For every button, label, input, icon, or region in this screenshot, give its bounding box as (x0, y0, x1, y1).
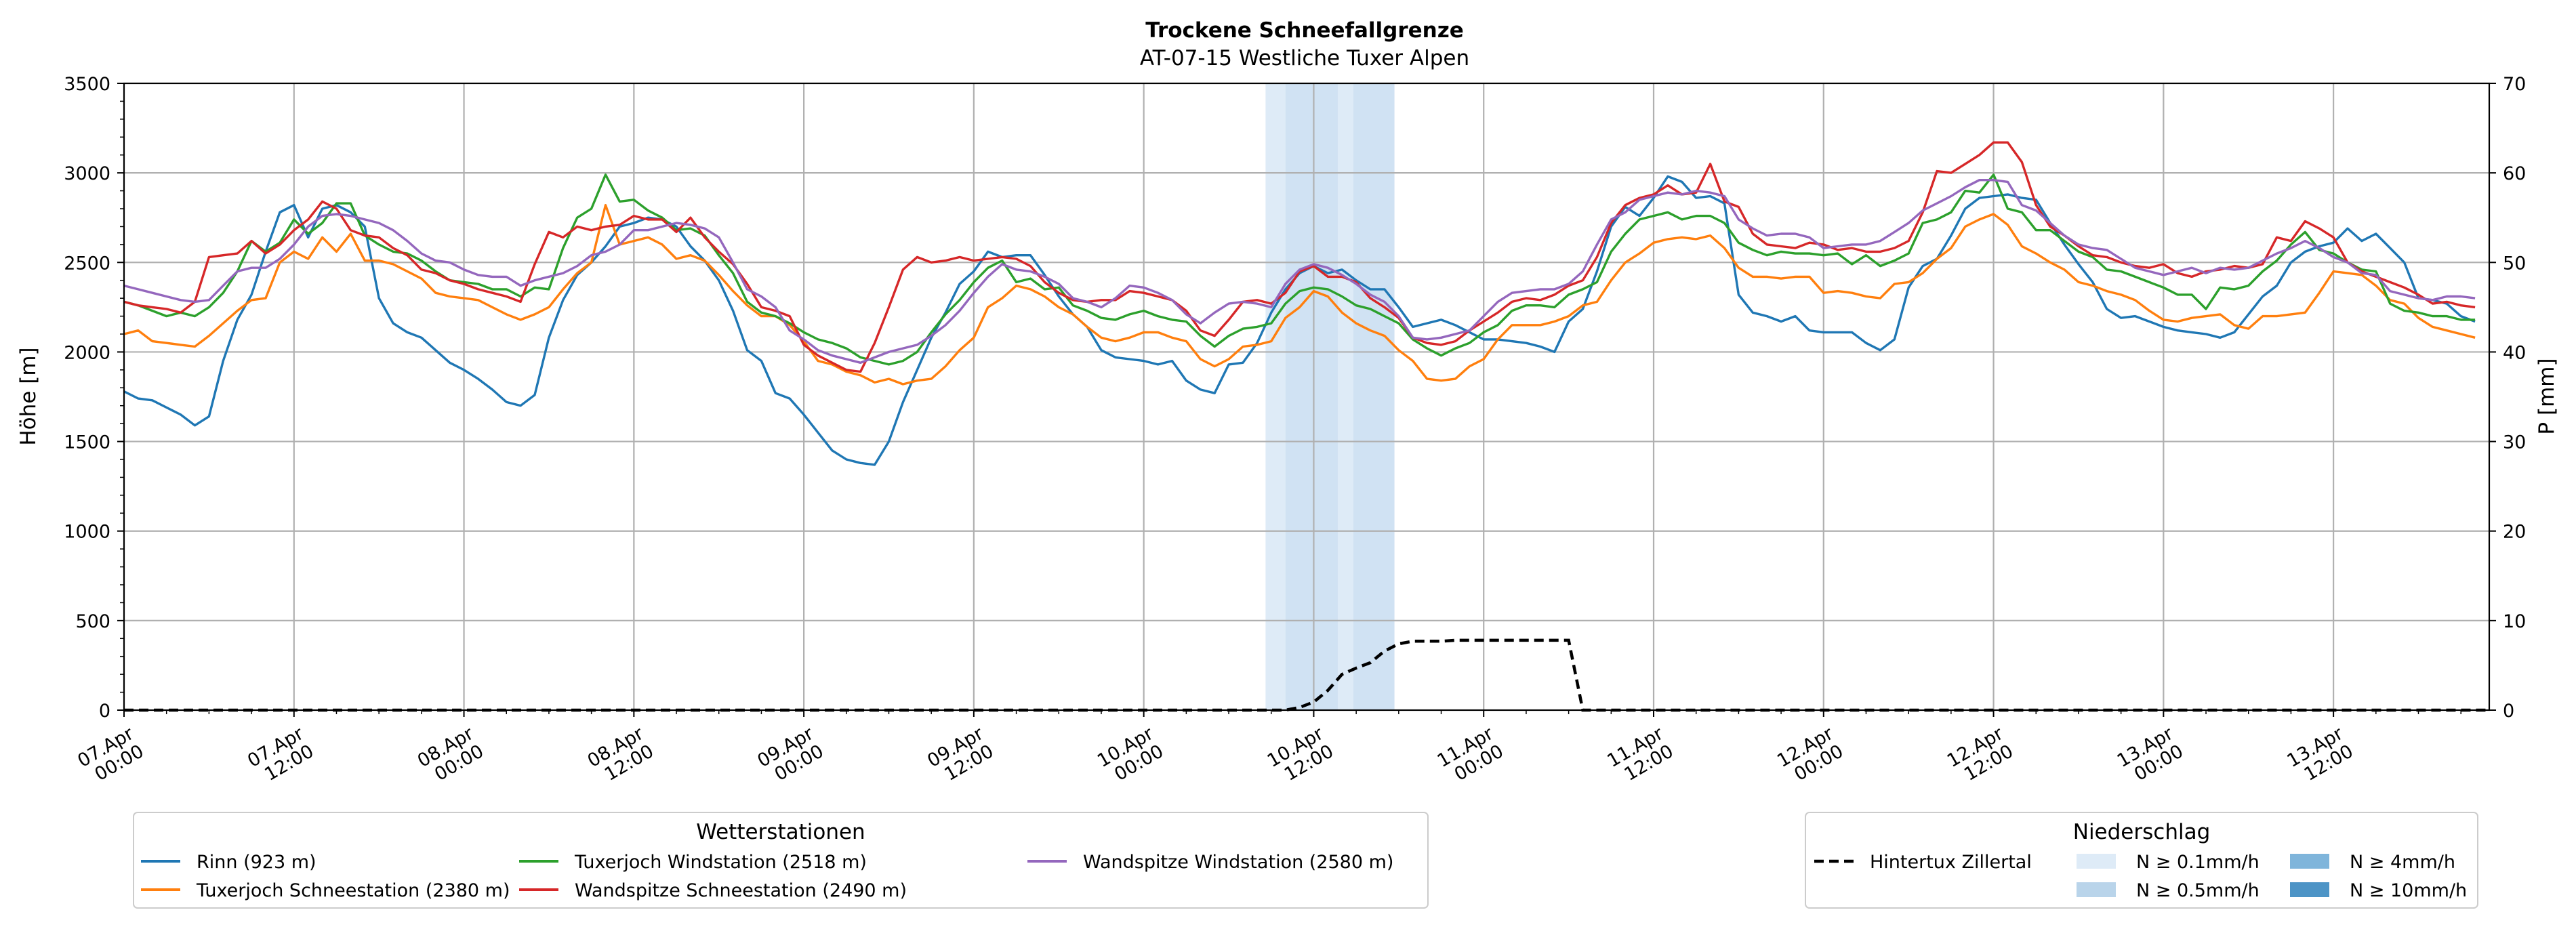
x-tick-label-2: 08.Apr00:00 (414, 723, 488, 789)
y-axis-label: Höhe [m] (16, 347, 41, 445)
series-line-1 (123, 204, 2476, 386)
series-line-3 (123, 141, 2476, 373)
precip-band-1 (1285, 83, 1338, 710)
legend-label-n05: N ≥ 0.5mm/h (2136, 880, 2260, 901)
legend-stations-frame (133, 812, 1429, 909)
x-axis: 07.Apr00:00 07.Apr12:00 08.Apr00:00 08.Apr1… (74, 710, 2461, 789)
legend-label-tuxerjoch-schneestation: Tuxerjoch Schneestation (2380 m) (196, 880, 510, 901)
x-tick-label-9: 11.Apr12:00 (1603, 723, 1677, 789)
station-series (123, 141, 2476, 466)
x-tick-label-3: 08.Apr12:00 (584, 723, 658, 789)
y-tick-label-4: 2000 (64, 342, 110, 363)
precip-band-3 (1353, 83, 1395, 710)
legend-stations-title: Wetterstationen (696, 820, 865, 844)
legend-label-tuxerjoch-windstation: Tuxerjoch Windstation (2518 m) (574, 852, 867, 873)
y-tick-label-6: 3000 (64, 163, 110, 184)
x-tick-label-12: 13.Apr00:00 (2114, 723, 2188, 789)
precipitation-bands (1265, 83, 1395, 710)
precipitation-series (124, 638, 2489, 712)
legend-precip-title: Niederschlag (2073, 820, 2211, 844)
y2-tick-label-2: 20 (2503, 522, 2526, 543)
legend-label-n10: N ≥ 10mm/h (2350, 880, 2467, 901)
legend-swatch-n4 (2290, 854, 2329, 869)
series-line-4 (123, 179, 2476, 364)
y-tick-label-1: 500 (75, 611, 110, 632)
legend-precipitation: Niederschlag Hintertux Zillertal N ≥ 0.1… (1805, 812, 2478, 909)
legend-label-wandspitze-windstation: Wandspitze Windstation (2580 m) (1083, 852, 1393, 873)
legend-swatch-n01 (2077, 854, 2116, 869)
y2-tick-label-6: 60 (2503, 163, 2526, 184)
legend-stations: Wetterstationen Rinn (923 m) Tuxerjoch S… (133, 812, 1429, 909)
plot-frame (123, 82, 2491, 711)
legend-label-n4: N ≥ 4mm/h (2350, 852, 2455, 873)
y-tick-label-5: 2500 (64, 253, 110, 274)
legend-swatch-n10 (2290, 882, 2329, 897)
series-line-2 (123, 173, 2476, 366)
y2-axis-label: P [mm] (2535, 358, 2559, 434)
legend-label-rinn: Rinn (923 m) (197, 852, 316, 873)
y-tick-label-0: 0 (99, 701, 110, 722)
legend-label-wandspitze-schneestation: Wandspitze Schneestation (2490 m) (575, 880, 907, 901)
y2-tick-label-4: 40 (2503, 342, 2526, 363)
legend-label-hintertux: Hintertux Zillertal (1870, 852, 2032, 873)
x-tick-label-1: 07.Apr12:00 (244, 723, 318, 789)
precip-band-0 (1265, 83, 1286, 710)
precip-band-2 (1337, 83, 1353, 710)
x-tick-label-5: 09.Apr12:00 (924, 723, 998, 789)
x-tick-label-6: 10.Apr00:00 (1094, 723, 1168, 789)
x-tick-label-8: 11.Apr00:00 (1434, 723, 1508, 789)
y2-tick-label-0: 0 (2503, 701, 2514, 722)
chart-subtitle: AT-07-15 Westliche Tuxer Alpen (1140, 46, 1469, 70)
legend-label-n01: N ≥ 0.1mm/h (2136, 852, 2260, 873)
x-tick-label-7: 10.Apr12:00 (1264, 723, 1338, 789)
y-tick-label-2: 1000 (64, 522, 110, 543)
x-tick-label-13: 13.Apr12:00 (2283, 723, 2357, 789)
y2-tick-label-3: 30 (2503, 432, 2526, 453)
y-tick-label-7: 3500 (64, 74, 110, 95)
y-tick-label-3: 1500 (64, 432, 110, 453)
chart-title: Trockene Schneefallgrenze (1145, 18, 1464, 43)
x-tick-label-11: 12.Apr12:00 (1944, 723, 2018, 789)
y2-tick-label-7: 70 (2503, 74, 2526, 95)
grid (124, 83, 2489, 710)
legend-swatch-n05 (2077, 882, 2116, 897)
y-axis-left: 0 500 1000 1500 2000 2500 3000 3500 (64, 74, 124, 722)
precip-line-hintertux (124, 638, 2489, 712)
y2-tick-label-5: 50 (2503, 253, 2526, 274)
x-tick-label-4: 09.Apr00:00 (754, 723, 827, 789)
y-axis-right: 0 10 20 30 40 50 60 70 (2489, 74, 2526, 722)
y2-tick-label-1: 10 (2503, 611, 2526, 632)
x-tick-label-10: 12.Apr00:00 (1774, 723, 1847, 789)
x-tick-label-0: 07.Apr00:00 (74, 723, 148, 789)
